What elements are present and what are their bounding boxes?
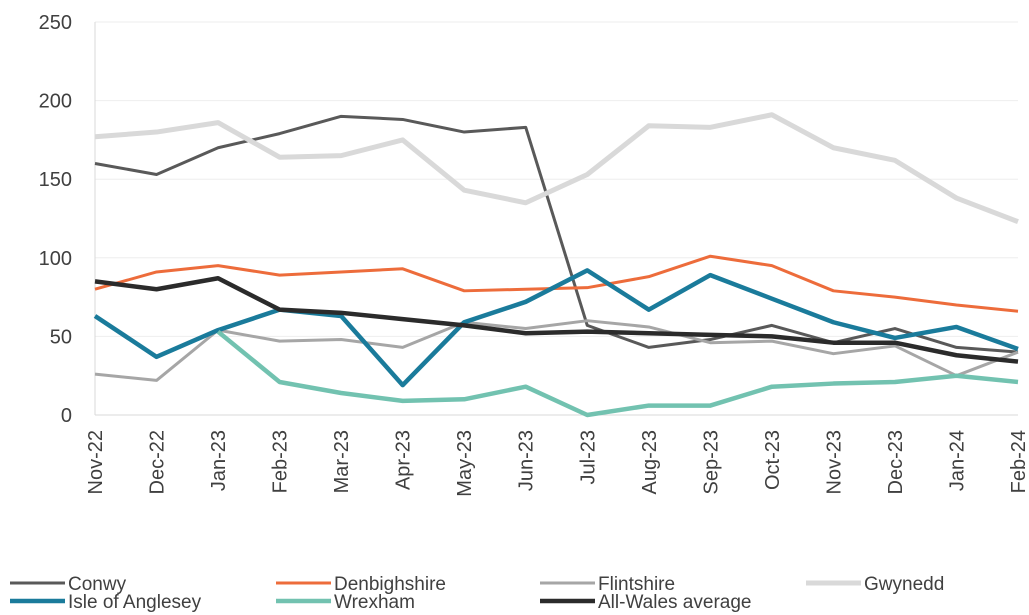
x-tick-label: Jan-23 — [208, 430, 230, 491]
legend-label: Conwy — [68, 574, 127, 595]
x-tick-label: Nov-22 — [85, 430, 107, 494]
x-tick-label: Sep-23 — [700, 430, 722, 495]
legend-label: Isle of Anglesey — [68, 592, 202, 613]
x-tick-label: Jun-23 — [516, 430, 538, 491]
x-tick-label: Nov-23 — [823, 430, 845, 494]
series-line — [93, 268, 1019, 388]
x-tick-label: Apr-23 — [393, 430, 415, 490]
legend-label: Flintshire — [598, 574, 675, 595]
x-tick-label: Jan-24 — [946, 430, 968, 491]
legend-label: Wrexham — [334, 592, 415, 613]
series-line — [94, 114, 1019, 354]
x-tick-label: Feb-24 — [1008, 430, 1029, 493]
series-line — [216, 329, 1019, 418]
series-line — [94, 112, 1019, 224]
y-tick-label: 0 — [61, 405, 72, 427]
legend-label: Gwynedd — [864, 574, 944, 595]
legend-label: All-Wales average — [598, 592, 751, 613]
x-tick-label: Oct-23 — [762, 430, 784, 490]
x-tick-label: Feb-23 — [270, 430, 292, 493]
legend-label: Denbighshire — [334, 574, 446, 595]
x-tick-label: Aug-23 — [639, 430, 661, 495]
x-tick-label: Dec-23 — [885, 430, 907, 494]
y-tick-label: 150 — [39, 169, 72, 191]
y-tick-label: 50 — [50, 326, 72, 348]
x-tick-label: Mar-23 — [331, 430, 353, 493]
series-line — [94, 275, 1019, 364]
x-tick-label: May-23 — [454, 430, 476, 497]
y-tick-label: 250 — [39, 12, 72, 34]
y-tick-label: 100 — [39, 248, 72, 270]
x-tick-label: Jul-23 — [577, 430, 599, 484]
series-line — [94, 319, 1019, 382]
y-tick-label: 200 — [39, 91, 72, 113]
x-tick-label: Dec-22 — [147, 430, 169, 494]
